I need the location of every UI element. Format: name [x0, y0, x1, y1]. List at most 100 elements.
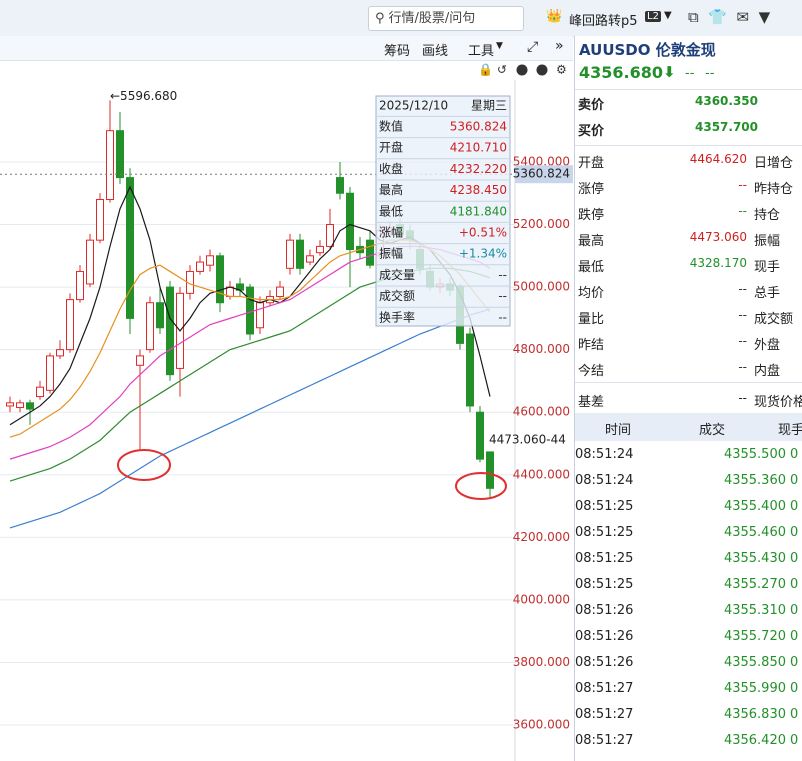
stat-label: 基差 — [578, 395, 605, 410]
stat-label: 最高 — [578, 234, 605, 249]
tooltip-label: 开盘 — [379, 140, 403, 155]
candle-body — [126, 177, 134, 319]
trade-price: 4355.270 — [723, 577, 786, 592]
settings-icon[interactable]: ⚙ — [556, 63, 567, 77]
candle-body — [326, 224, 334, 247]
trade-volume: 0 — [790, 499, 799, 514]
trade-volume: 0 — [790, 447, 799, 462]
divider — [575, 145, 802, 146]
stat-value: -- — [738, 178, 747, 192]
tooltip-label: 振幅 — [379, 246, 403, 261]
tool-button[interactable]: 筹码 — [384, 44, 411, 59]
candle-body — [146, 302, 154, 351]
tooltip-date: 2025/12/10 — [379, 99, 448, 113]
stat-label: 昨持仓 — [754, 182, 794, 197]
tooltip-value: 4210.710 — [450, 141, 507, 155]
y-tick-label: 5000.000 — [513, 280, 570, 294]
trade-time: 08:51:25 — [575, 551, 634, 566]
candle-body — [6, 402, 14, 407]
tooltip-value: -- — [498, 268, 507, 282]
stat-label: 涨停 — [578, 182, 605, 197]
down-arrow: ⬇ — [663, 63, 676, 81]
candle-body — [296, 239, 304, 269]
stat-value: 4464.620 — [689, 152, 747, 166]
candle-body — [486, 451, 494, 489]
trade-time: 08:51:24 — [575, 473, 634, 488]
trade-price: 4355.500 — [723, 447, 786, 462]
candle-body — [36, 386, 44, 398]
y-tick-label: 4800.000 — [513, 342, 570, 356]
zoom-out-icon[interactable] — [536, 64, 548, 76]
candle-body — [206, 255, 214, 266]
expand-icon[interactable]: ⤢ — [527, 39, 539, 55]
dropdown-arrow[interactable]: ▼ — [664, 10, 672, 21]
divider — [575, 382, 802, 383]
tooltip-label: 换手率 — [379, 309, 415, 324]
trade-volume: 0 — [790, 681, 799, 696]
user-name[interactable]: 峰回路转p5 — [569, 14, 638, 29]
search-box[interactable]: ⚲ 行情/股票/问句 — [368, 6, 524, 31]
candle-body — [216, 255, 224, 304]
stat-label: 昨结 — [578, 338, 605, 353]
trade-volume: 0 — [790, 733, 799, 748]
candle-body — [136, 355, 144, 366]
stat-label: 现货价格 — [754, 395, 802, 410]
y-tick-label: 4400.000 — [513, 467, 570, 481]
tool-button[interactable]: 画线 — [422, 44, 449, 59]
candle-body — [226, 286, 234, 297]
tooltip-value: -- — [498, 310, 507, 324]
tooltip-value: 4232.220 — [450, 162, 507, 176]
zoom-in-icon[interactable] — [516, 64, 528, 76]
tooltip-label: 成交量 — [379, 267, 415, 282]
change: -- — [685, 66, 695, 81]
stat-label: 外盘 — [754, 338, 781, 353]
tooltip-box — [375, 95, 511, 327]
trade-price: 4355.430 — [723, 551, 786, 566]
collapse-icon[interactable]: » — [555, 38, 564, 54]
candle-body — [86, 239, 94, 285]
quote-panel: AUUSDO 伦敦金现 4356.680 ⬇ -- -- 卖价 4360.350 买价 4357… — [574, 36, 802, 761]
trade-time: 08:51:27 — [575, 733, 634, 748]
symbol: AUUSDO 伦敦金现 — [579, 41, 716, 59]
stat-value: -- — [738, 360, 747, 374]
tooltip-value: 5360.824 — [450, 120, 507, 134]
trade-volume: 0 — [790, 473, 799, 488]
tool-button[interactable]: 工具 — [468, 44, 495, 59]
trade-price: 4355.400 — [723, 499, 786, 514]
avatar-icon: 👑 — [546, 9, 563, 24]
candle-body — [116, 130, 124, 179]
change-pct: -- — [705, 66, 715, 81]
trade-volume: 0 — [790, 551, 799, 566]
price-label: 5360.824 — [513, 167, 570, 181]
stat-label: 开盘 — [578, 156, 605, 171]
y-tick-label: 3800.000 — [513, 655, 570, 669]
tooltip-label: 涨幅 — [379, 225, 403, 240]
tooltip-weekday: 星期三 — [471, 99, 507, 113]
trade-price: 4355.310 — [723, 603, 786, 618]
trade-price: 4355.990 — [723, 681, 786, 696]
tooltip-value: +0.51% — [459, 226, 507, 240]
stat-label: 日增仓 — [754, 156, 794, 171]
toolbar-icons[interactable]: ⧉ 👕 ✉ ▼ — [688, 8, 771, 26]
trade-price: 4355.460 — [723, 525, 786, 540]
candle-body — [166, 286, 174, 376]
lock-icon[interactable]: 🔒 — [478, 63, 493, 77]
candle-body — [26, 402, 34, 410]
trade-time: 08:51:26 — [575, 629, 634, 644]
annotation: 4473.060-44 — [489, 432, 566, 446]
trade-price: 4355.720 — [723, 629, 786, 644]
undo-icon[interactable]: ↺ — [497, 63, 507, 77]
tooltip-value: +1.34% — [459, 247, 507, 261]
trade-volume: 0 — [790, 629, 799, 644]
last-price: 4356.680 — [579, 63, 664, 82]
candle-body — [336, 177, 344, 194]
bidask-value: 4357.700 — [695, 120, 759, 134]
y-tick-label: 5400.000 — [513, 154, 570, 168]
candle-body — [476, 411, 484, 460]
dropdown-arrow[interactable]: ▼ — [496, 41, 503, 51]
highlight-circle — [455, 472, 507, 500]
table-header-bg — [575, 413, 802, 441]
tooltip-value: 4238.450 — [450, 183, 507, 197]
candle-body — [346, 192, 354, 251]
price-label-box — [515, 165, 573, 184]
